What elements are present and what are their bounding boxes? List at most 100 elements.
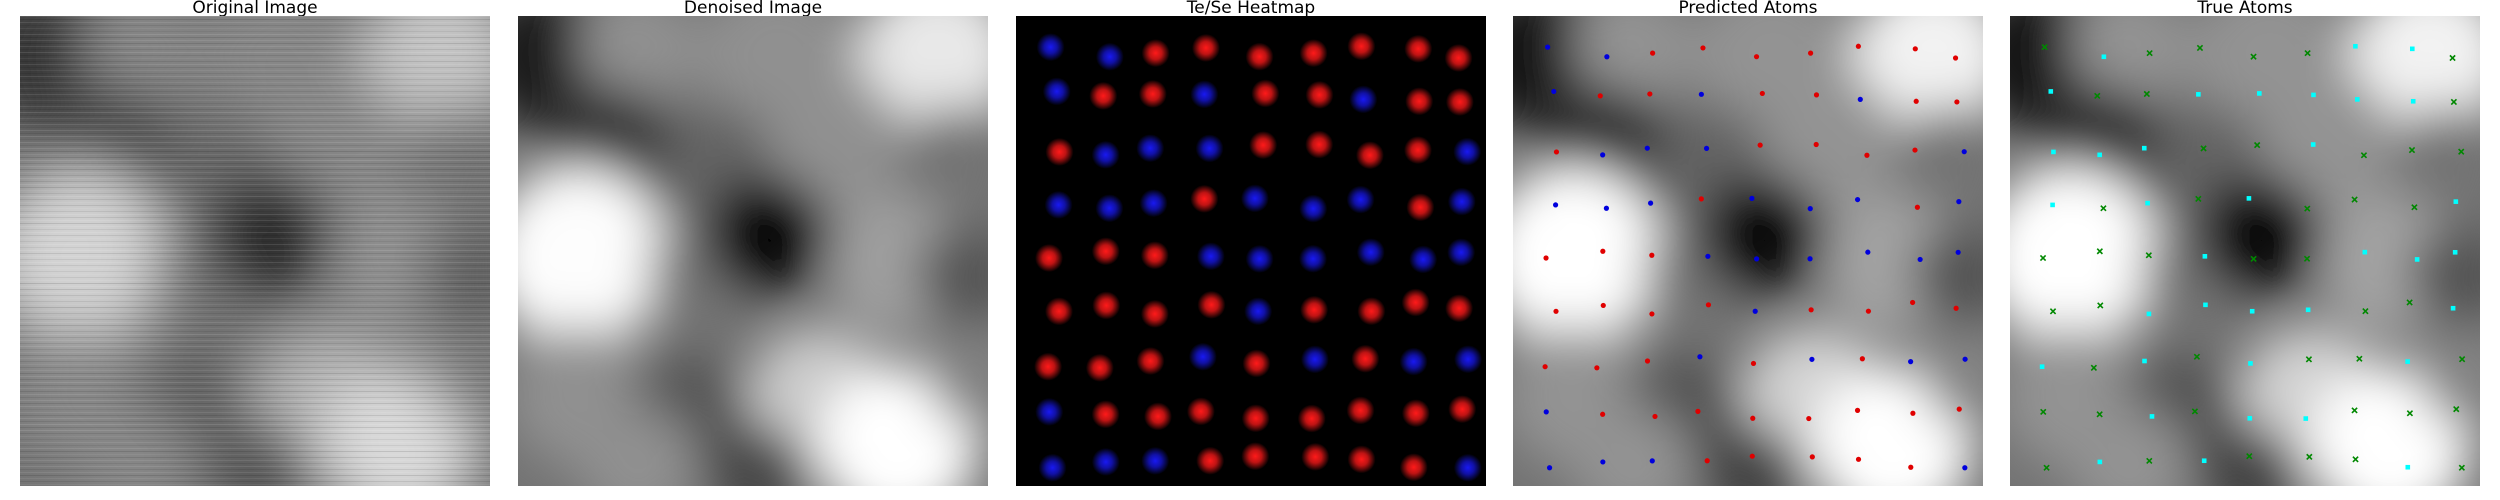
te-heat-spot (1136, 347, 1165, 376)
true-te-marker (2202, 254, 2208, 259)
se-heat-spot (1299, 244, 1328, 273)
true-se-marker (2196, 44, 2204, 52)
true-se-marker (2143, 90, 2150, 98)
se-heat-spot (1035, 397, 1064, 426)
te-heat-spot (1089, 81, 1118, 110)
te-heat-spot (1140, 299, 1169, 328)
panel-original: Original Image (20, 0, 490, 486)
true-se-marker (2303, 255, 2311, 262)
se-heat-spot (1399, 347, 1428, 376)
intensity-blob (1923, 326, 1983, 426)
predicted-se-marker (1908, 359, 1914, 365)
predicted-te-marker (1704, 458, 1710, 464)
se-heat-spot (1190, 80, 1219, 109)
predicted-te-marker (1698, 196, 1704, 202)
predicted-se-marker (1865, 249, 1871, 255)
predicted-se-marker (1604, 54, 1610, 60)
te-heat-spot (1245, 42, 1274, 71)
true-te-marker (2050, 202, 2055, 208)
true-se-marker (2246, 453, 2253, 460)
true-se-marker (2250, 255, 2257, 263)
predicted-se-marker (1703, 145, 1710, 151)
predicted-se-marker (1546, 465, 1553, 471)
te-heat-spot (1300, 295, 1329, 324)
true-te-marker (2142, 358, 2147, 364)
intensity-blob (768, 76, 908, 216)
predicted-se-marker (1543, 409, 1549, 415)
te-heat-spot (1399, 453, 1428, 482)
predicted-te-marker (1553, 149, 1560, 155)
true-te-marker (2149, 414, 2155, 419)
te-heat-spot (1305, 80, 1334, 109)
true-se-marker (2250, 53, 2257, 60)
se-heat-spot (1240, 184, 1269, 213)
intensity-blob (430, 326, 490, 426)
se-heat-spot (1453, 137, 1482, 166)
predicted-te-marker (1600, 411, 1606, 417)
predicted-se-marker (1600, 152, 1606, 158)
predicted-se-marker (1962, 465, 1968, 471)
intensity-blob (708, 176, 828, 296)
true-se-marker (2094, 92, 2101, 100)
predicted-te-marker (1705, 302, 1712, 308)
predicted-te-marker (1750, 415, 1756, 421)
true-se-marker (2411, 204, 2418, 211)
te-heat-spot (1405, 87, 1434, 116)
predicted-te-marker (1806, 415, 1812, 422)
predicted-se-marker (1644, 145, 1650, 151)
panel-title-heatmap: Te/Se Heatmap (1186, 0, 1316, 18)
predicted-te-marker (1600, 302, 1606, 309)
predicted-te-marker (1859, 356, 1865, 362)
true-se-marker (2096, 411, 2103, 418)
intensity-blob (20, 166, 170, 346)
intensity-blob (1513, 166, 1663, 346)
true-te-marker (2257, 91, 2262, 96)
predicted-te-marker (1855, 456, 1862, 462)
predicted-te-marker (1753, 54, 1760, 60)
true-se-marker (2360, 152, 2368, 159)
se-heat-spot (1042, 77, 1071, 106)
panel-denoised: Denoised Image (518, 0, 988, 486)
true-te-marker (2247, 415, 2253, 421)
predicted-se-marker (1697, 354, 1703, 360)
intensity-blob (518, 166, 668, 346)
true-se-marker (2458, 356, 2466, 363)
predicted-se-marker (1956, 199, 1962, 205)
predicted-te-marker (1855, 43, 1861, 49)
te-heat-spot (1035, 244, 1064, 273)
te-heat-spot (1347, 445, 1376, 474)
true-te-marker (2145, 200, 2150, 206)
true-se-marker (2040, 408, 2047, 416)
intensity-blob (2390, 106, 2480, 226)
denoised-image (518, 16, 988, 486)
predicted-te-marker (1865, 308, 1872, 314)
intensity-blob (1913, 226, 1983, 326)
predicted-te-marker (1864, 152, 1870, 158)
te-heat-spot (1092, 291, 1121, 320)
te-heat-spot (1034, 352, 1063, 381)
predicted-te-marker (1910, 299, 1916, 306)
predicted-te-marker (1854, 407, 1861, 413)
true-te-marker (2249, 308, 2255, 314)
intensity-blob (2010, 166, 2160, 346)
true-se-marker (2406, 299, 2413, 306)
predicted-te-marker (1542, 364, 1548, 370)
se-heat-spot (1141, 446, 1170, 475)
intensity-blob (578, 16, 698, 106)
predicted-te-marker (1649, 311, 1655, 317)
true-se-marker (2195, 195, 2202, 203)
true-te-marker (2354, 97, 2360, 102)
predicted-te-marker (1813, 92, 1820, 98)
te-heat-spot (1045, 297, 1074, 326)
true-se-marker (2191, 408, 2199, 415)
panel-heatmap: Te/Se Heatmap (1016, 0, 1486, 486)
predicted-se-marker (1754, 256, 1760, 262)
te-heat-spot (1197, 290, 1226, 319)
se-heat-spot (1356, 238, 1385, 267)
predicted-te-marker (1650, 50, 1656, 56)
te-heat-spot (1196, 446, 1225, 475)
se-heat-spot (1188, 342, 1217, 371)
true-se-marker (2453, 405, 2460, 413)
true-te-marker (2051, 149, 2056, 155)
se-heat-spot (1091, 140, 1120, 169)
